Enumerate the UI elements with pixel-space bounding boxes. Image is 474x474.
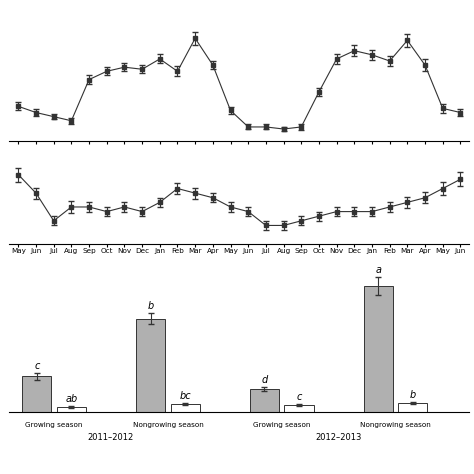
Text: d: d: [261, 374, 267, 385]
Text: b: b: [147, 301, 154, 311]
Text: Growing season: Growing season: [26, 422, 83, 428]
Text: 2012: 2012: [237, 262, 260, 271]
Text: ab: ab: [65, 394, 78, 404]
Text: 2011–2012: 2011–2012: [88, 433, 134, 442]
Text: Nongrowing season: Nongrowing season: [360, 422, 431, 428]
Text: bc: bc: [179, 391, 191, 401]
Bar: [398, 403, 428, 412]
Text: Growing season: Growing season: [253, 422, 310, 428]
Text: c: c: [296, 392, 301, 402]
Text: 2011: 2011: [78, 262, 100, 271]
Bar: [284, 405, 314, 412]
Text: 2012–2013: 2012–2013: [315, 433, 362, 442]
Bar: [364, 286, 393, 412]
Text: c: c: [34, 361, 39, 371]
Bar: [22, 376, 51, 412]
Text: 2013: 2013: [396, 262, 419, 271]
Text: Nongrowing season: Nongrowing season: [133, 422, 203, 428]
Bar: [250, 389, 279, 412]
Text: a: a: [375, 265, 381, 275]
Bar: [171, 404, 200, 412]
Bar: [57, 407, 86, 412]
Text: b: b: [410, 390, 416, 401]
Bar: [136, 319, 165, 412]
